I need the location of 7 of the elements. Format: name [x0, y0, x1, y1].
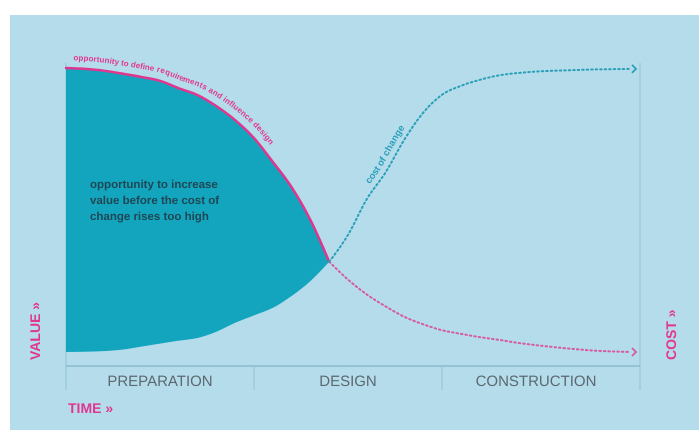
x-axis-title: TIME »: [68, 400, 114, 416]
annotation: opportunity to increase value before the cost of change rises too high: [90, 179, 220, 223]
x-tick-label: CONSTRUCTION: [476, 373, 596, 390]
y-axis-title: VALUE »: [27, 302, 43, 360]
x-tick-label: PREPARATION: [107, 373, 213, 390]
y2-axis-title: COST »: [663, 309, 679, 360]
x-tick-label: DESIGN: [319, 373, 377, 390]
